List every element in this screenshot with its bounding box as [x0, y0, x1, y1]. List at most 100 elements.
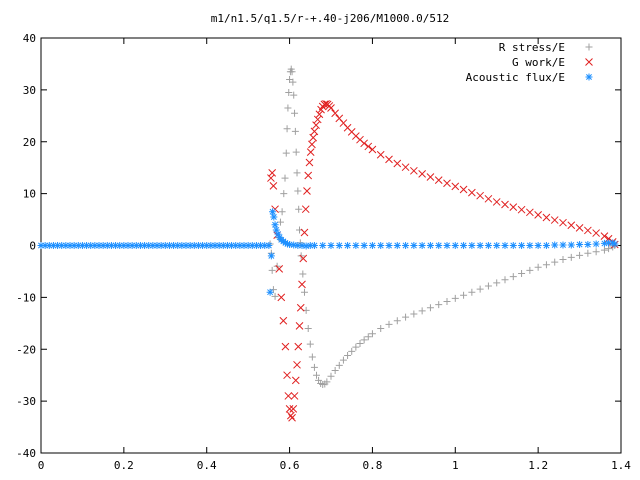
data-point	[360, 242, 368, 249]
data-point	[418, 307, 426, 315]
data-point	[299, 254, 308, 263]
data-point	[211, 242, 219, 249]
legend-label: R stress/E	[499, 41, 565, 54]
y-tick-label: -20	[16, 343, 36, 356]
data-point	[368, 145, 377, 154]
data-point	[542, 213, 551, 222]
data-point	[584, 249, 592, 257]
data-point	[526, 208, 534, 217]
data-point	[270, 213, 278, 221]
data-point	[435, 242, 443, 249]
data-point	[550, 216, 559, 224]
data-point	[312, 121, 320, 130]
data-point	[352, 343, 360, 351]
data-point	[165, 242, 173, 249]
y-tick-label: 20	[23, 136, 36, 149]
data-point	[301, 205, 310, 214]
data-point	[600, 232, 609, 241]
data-point	[153, 242, 161, 249]
data-point	[377, 325, 385, 332]
data-point	[310, 127, 319, 136]
data-point	[294, 187, 302, 195]
data-point	[265, 242, 273, 249]
chart-title: m1/n1.5/q1.5/r-+.40-j206/M1000.0/512	[211, 12, 449, 25]
data-point	[295, 322, 304, 330]
data-point	[49, 242, 57, 249]
data-point	[281, 239, 289, 247]
data-point	[278, 208, 286, 216]
data-point	[285, 88, 293, 96]
data-point	[290, 392, 299, 400]
data-point	[344, 351, 352, 359]
data-point	[493, 242, 501, 249]
legend-label: Acoustic flux/E	[466, 71, 565, 84]
data-point	[356, 340, 364, 348]
data-point	[257, 242, 265, 249]
data-point	[289, 405, 298, 413]
data-point	[174, 242, 182, 249]
data-point	[605, 239, 613, 247]
data-point	[283, 371, 291, 380]
data-point	[534, 242, 542, 249]
data-point	[288, 68, 296, 76]
data-point	[313, 371, 320, 379]
data-point	[460, 291, 468, 299]
data-point	[518, 242, 526, 249]
data-point	[368, 242, 376, 249]
data-point	[526, 266, 534, 274]
data-point	[542, 261, 550, 269]
data-point	[228, 242, 236, 249]
data-point	[284, 392, 293, 400]
data-point	[132, 242, 140, 249]
data-point	[266, 288, 274, 296]
data-point	[344, 242, 352, 249]
y-tick-label: 30	[23, 84, 36, 97]
data-point	[244, 242, 252, 249]
data-point	[141, 242, 149, 249]
data-point	[276, 218, 284, 226]
data-point	[468, 288, 476, 296]
data-point	[339, 356, 347, 364]
axis-ticks: 0 0.2 0.4 0.6 0.8 1 1.2 1.4 -40 -30 -20 -10 0 10 20 30 4…	[16, 32, 631, 472]
data-point	[294, 242, 302, 249]
data-point	[484, 194, 493, 203]
data-point	[402, 313, 410, 321]
data-point	[112, 242, 120, 249]
x-tick-label: 1.2	[528, 459, 548, 472]
data-point	[576, 240, 584, 248]
data-point	[310, 363, 318, 371]
x-tick-label: 0.2	[114, 459, 134, 472]
series-1	[267, 100, 619, 422]
data-point	[252, 242, 260, 249]
data-point	[385, 242, 393, 249]
data-point	[103, 242, 111, 249]
data-point	[451, 182, 460, 191]
data-point	[54, 242, 62, 249]
data-point	[145, 242, 153, 249]
data-point	[559, 256, 567, 264]
x-tick-label: 1.4	[611, 459, 631, 472]
data-point	[272, 226, 280, 234]
data-point	[534, 263, 542, 271]
data-point	[285, 405, 294, 413]
data-point	[335, 242, 343, 249]
data-point	[269, 208, 277, 216]
x-tick-label: 0.6	[280, 459, 300, 472]
data-point	[291, 109, 299, 117]
data-point	[268, 169, 277, 177]
data-point	[484, 282, 492, 290]
data-point	[443, 298, 451, 306]
data-point	[517, 205, 526, 214]
data-point	[327, 104, 335, 112]
x-tick-label: 0.4	[197, 459, 217, 472]
data-point	[95, 242, 103, 249]
data-point	[331, 109, 339, 118]
data-point	[289, 78, 297, 86]
data-point	[393, 317, 401, 325]
data-point	[70, 242, 78, 249]
series-2	[37, 208, 619, 296]
data-point	[323, 378, 331, 386]
data-point	[476, 242, 484, 249]
data-point	[161, 242, 169, 249]
